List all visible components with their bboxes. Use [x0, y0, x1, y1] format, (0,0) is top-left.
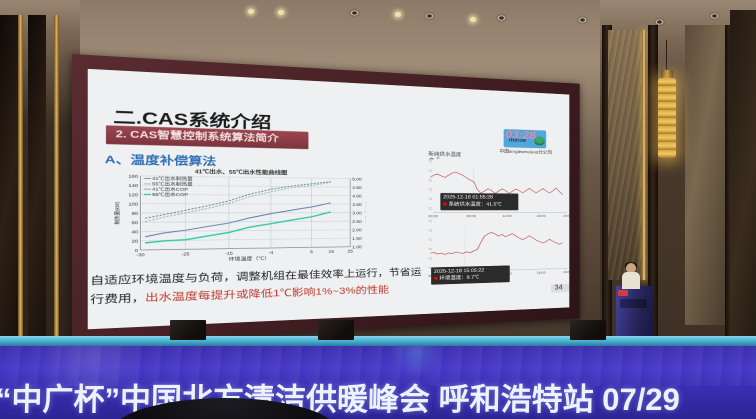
- svg-text:120: 120: [128, 193, 138, 198]
- svg-text:5: 5: [310, 250, 313, 255]
- svg-text:2.50: 2.50: [352, 220, 362, 225]
- svg-text:COP（W/W): COP（W/W): [365, 201, 366, 224]
- svg-text:20°C: 20°C: [428, 187, 432, 191]
- svg-text:18:00: 18:00: [537, 214, 546, 218]
- svg-text:23:59: 23:59: [563, 214, 569, 218]
- svg-text:3.00: 3.00: [352, 211, 362, 216]
- svg-text:30°C: 30°C: [428, 178, 432, 182]
- svg-text:0°C: 0°C: [428, 206, 432, 210]
- svg-text:80: 80: [132, 211, 139, 216]
- svg-text:41℃出水、55℃出水性能曲线图: 41℃出水、55℃出水性能曲线图: [195, 168, 287, 176]
- svg-text:4.50: 4.50: [352, 186, 362, 191]
- svg-text:1.00: 1.00: [352, 245, 362, 250]
- svg-text:制热量(kW): 制热量(kW): [113, 201, 121, 224]
- svg-text:2.00: 2.00: [352, 228, 362, 233]
- svg-text:4.00: 4.00: [352, 194, 362, 199]
- svg-text:18:00: 18:00: [537, 270, 546, 274]
- svg-text:10°C: 10°C: [428, 197, 432, 201]
- svg-text:100: 100: [128, 202, 138, 207]
- svg-text:5.00: 5.00: [352, 177, 362, 182]
- svg-text:50°C: 50°C: [428, 159, 432, 163]
- svg-text:14°C: 14°C: [428, 219, 432, 223]
- svg-text:6°C: 6°C: [428, 256, 432, 260]
- svg-text:40°C: 40°C: [428, 169, 432, 173]
- svg-text:06:00: 06:00: [466, 214, 476, 218]
- svg-text:12:00: 12:00: [502, 214, 512, 218]
- svg-text:-15: -15: [225, 251, 233, 256]
- svg-text:00:00: 00:00: [428, 214, 438, 218]
- svg-text:20: 20: [132, 239, 139, 244]
- svg-text:10°C: 10°C: [428, 238, 432, 242]
- svg-text:8°C: 8°C: [428, 247, 432, 251]
- svg-text:1.50: 1.50: [352, 236, 362, 241]
- svg-text:60: 60: [132, 220, 139, 225]
- svg-text:3.50: 3.50: [352, 203, 362, 208]
- svg-text:-4: -4: [269, 250, 274, 255]
- svg-text:环境温度（℃）: 环境温度（℃）: [229, 255, 270, 263]
- svg-text:140: 140: [128, 183, 138, 188]
- svg-text:-25: -25: [181, 252, 189, 257]
- svg-text:-30: -30: [136, 253, 145, 258]
- svg-text:55℃出水COP: 55℃出水COP: [152, 191, 189, 197]
- svg-text:160: 160: [128, 174, 138, 179]
- svg-text:15: 15: [328, 249, 334, 254]
- svg-text:23:59: 23:59: [563, 270, 569, 274]
- svg-text:25: 25: [347, 249, 353, 254]
- svg-text:12°C: 12°C: [428, 228, 432, 232]
- svg-text:40: 40: [132, 230, 139, 235]
